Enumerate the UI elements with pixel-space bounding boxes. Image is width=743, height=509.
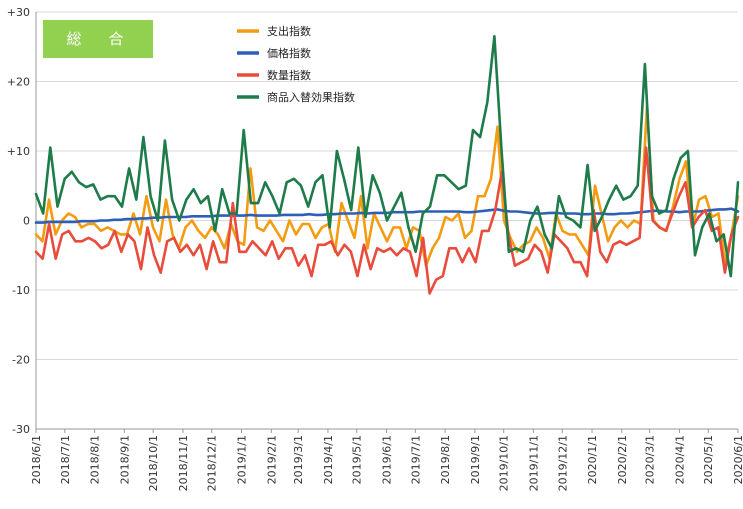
series-line-1 (34, 207, 740, 224)
x-tick-label: 2019/1/1 (236, 435, 249, 484)
chart-title-box: 総 合 (43, 20, 153, 58)
x-tick-label: 2019/5/1 (351, 435, 364, 484)
x-tick-label: 2019/11/1 (527, 435, 540, 491)
y-tick-label: -30 (12, 423, 30, 436)
x-tick-label: 2018/9/1 (118, 435, 131, 484)
series-line-0 (34, 104, 740, 268)
x-tick-label: 2018/7/1 (59, 435, 72, 484)
series-lines (34, 34, 740, 295)
legend-label-1: 価格指数 (267, 46, 311, 60)
y-tick-label: +20 (7, 76, 30, 89)
x-tick-label: 2020/1/1 (586, 435, 599, 484)
x-tick-label: 2019/9/1 (469, 435, 482, 484)
x-tick-label: 2019/8/1 (439, 435, 452, 484)
legend-label-3: 商品入替効果指数 (267, 90, 355, 104)
legend-label-2: 数量指数 (267, 68, 311, 82)
y-tick-label: 0 (23, 215, 30, 228)
x-tick-label: 2020/3/1 (644, 435, 657, 484)
y-tick-label: +10 (7, 145, 30, 158)
x-tick-label: 2018/6/1 (30, 435, 43, 484)
chart-title-background (43, 20, 153, 58)
x-tick-label: 2019/6/1 (381, 435, 394, 484)
x-tick-label: 2020/5/1 (702, 435, 715, 484)
legend-label-0: 支出指数 (267, 24, 311, 38)
x-tick-label: 2019/12/1 (556, 435, 569, 491)
series-line-2 (34, 146, 740, 295)
x-tick-label: 2020/4/1 (673, 435, 686, 484)
x-tick-label: 2020/2/1 (616, 435, 629, 484)
x-tick-label: 2019/2/1 (265, 435, 278, 484)
x-tick-label: 2019/3/1 (292, 435, 305, 484)
x-tick-label: 2018/12/1 (206, 435, 219, 491)
y-tick-label: -10 (12, 284, 30, 297)
x-tick-label: 2018/10/1 (147, 435, 160, 491)
x-axis-ticks: 2018/6/1 2018/7/1 2018/8/1 2018/9/1 2018/10/… (30, 429, 743, 491)
x-tick-label: 2018/8/1 (89, 435, 102, 484)
y-tick-label: -20 (12, 354, 30, 367)
series-line-3 (34, 34, 740, 278)
x-tick-label: 2019/4/1 (322, 435, 335, 484)
x-tick-label: 2018/11/1 (177, 435, 190, 491)
y-tick-label: +30 (7, 6, 30, 19)
y-axis-ticks: +30 +20 +10 0 -10 -20 -30 (7, 6, 30, 436)
chart-title: 総 合 (66, 30, 129, 48)
x-tick-label: 2020/6/1 (732, 435, 743, 484)
x-tick-label: 2019/7/1 (409, 435, 422, 484)
x-tick-label: 2019/10/1 (498, 435, 511, 491)
